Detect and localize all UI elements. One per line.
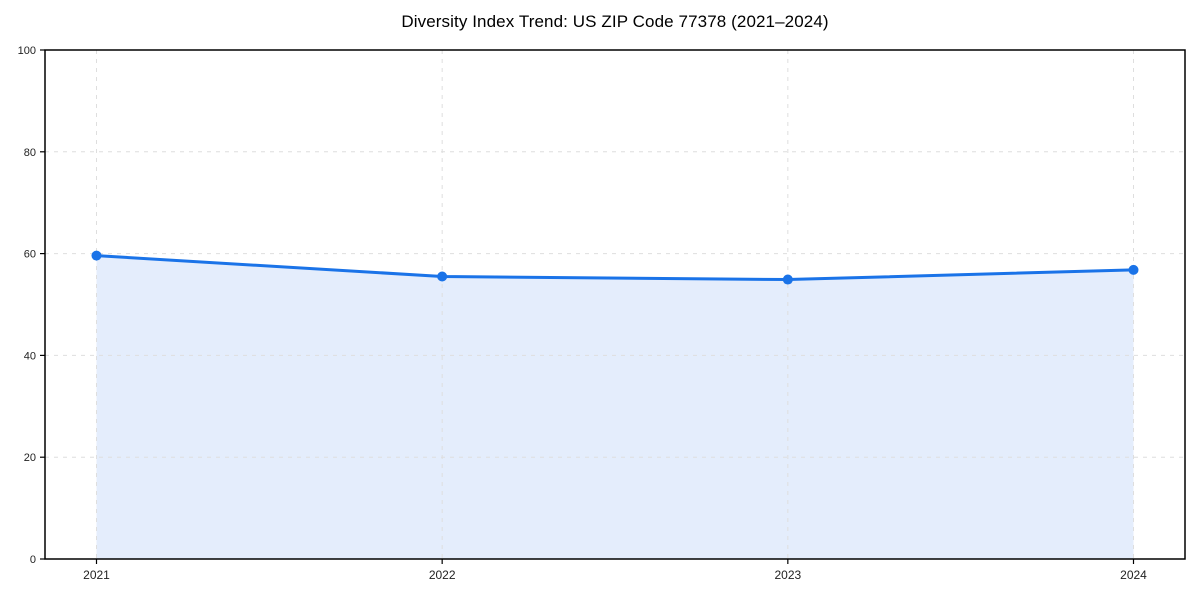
y-tick-label: 60: [24, 249, 36, 261]
chart-title: Diversity Index Trend: US ZIP Code 77378…: [401, 12, 829, 31]
trend-line: [95, 254, 1135, 282]
data-point: [1128, 264, 1139, 275]
y-tick-label: 40: [24, 350, 36, 362]
plot-border: [44, 49, 1186, 560]
x-tick-label: 2022: [429, 568, 456, 582]
data-point: [437, 271, 448, 282]
y-tick-label: 20: [24, 452, 36, 464]
x-tick-label: 2023: [774, 568, 801, 582]
x-tick-label: 2024: [1120, 568, 1147, 582]
data-point: [91, 250, 102, 261]
y-tick-label: 100: [18, 45, 36, 57]
x-tick-label: 2021: [83, 568, 110, 582]
data-point: [782, 274, 793, 285]
y-tick-label: 0: [30, 554, 36, 566]
area-fill: [96, 255, 1134, 560]
y-tick-label: 80: [24, 147, 36, 159]
